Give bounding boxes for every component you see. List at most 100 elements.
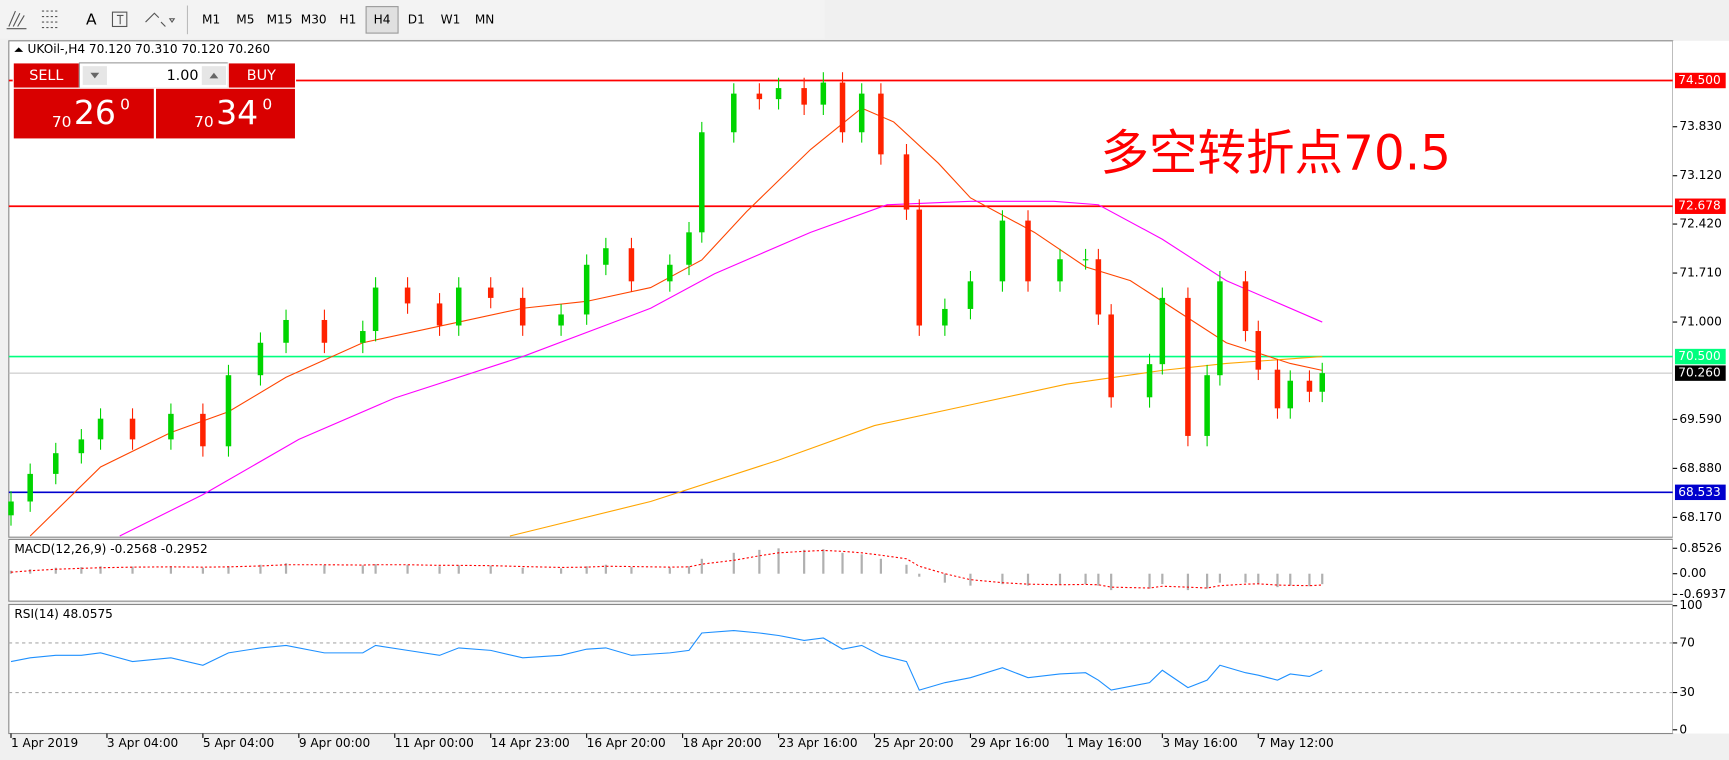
candle-body <box>603 248 609 265</box>
candle-body <box>200 413 206 447</box>
annotation: 多空转折点70.5 <box>1100 126 1451 182</box>
candle-body <box>1185 297 1191 436</box>
price-label-box <box>1674 365 1726 381</box>
candle-body <box>1082 259 1089 261</box>
price-label: 70.500 <box>1678 349 1720 363</box>
y-tick-label: 68.880 <box>1679 461 1721 475</box>
ask-box[interactable] <box>154 87 297 140</box>
timeframe-pressed <box>365 6 399 34</box>
candle-body <box>967 281 974 309</box>
y-tick-label: 0 <box>1679 722 1687 736</box>
x-tick-label: 11 Apr 00:00 <box>395 736 474 750</box>
candle-body <box>903 154 910 210</box>
price-label: 70.260 <box>1678 366 1720 380</box>
y-tick-label: 68.170 <box>1679 510 1721 524</box>
candle-body <box>1274 369 1281 409</box>
price-label-box <box>1674 348 1726 365</box>
candle-body <box>1319 373 1326 392</box>
moving-average <box>509 356 1323 537</box>
x-tick-label: 5 Apr 04:00 <box>203 736 274 750</box>
candle-body <box>1255 331 1262 370</box>
y-tick-label: 0.8526 <box>1679 541 1721 555</box>
arrows-icon[interactable] <box>145 12 176 27</box>
bid-box[interactable] <box>12 87 155 140</box>
price-label-box <box>1674 72 1726 89</box>
symbol-arrow <box>14 47 24 52</box>
candle-body <box>1306 380 1313 392</box>
candle-body <box>558 314 564 326</box>
macd-panel <box>8 538 1674 602</box>
timeframe-button[interactable]: M5 <box>236 12 254 26</box>
indicator-title: RSI(14) 48.0575 <box>14 607 113 621</box>
rsi-line <box>10 629 1323 691</box>
text-icon-t <box>116 14 124 25</box>
price-scale <box>1672 40 1729 734</box>
candle-body <box>628 248 635 282</box>
y-tick-label: 73.830 <box>1679 119 1721 133</box>
y-tick-label: 30 <box>1679 685 1694 699</box>
fibo-icon[interactable] <box>6 10 27 30</box>
candle-body <box>257 342 264 376</box>
timeframe-bar: M1 M5 M15 M30 H1 H4 D1 W1 MN <box>202 6 495 34</box>
price-label: 72.678 <box>1678 199 1720 213</box>
macd-signal <box>10 549 1323 589</box>
candle-body <box>731 93 737 133</box>
rsi-panel <box>8 603 1674 735</box>
candle-body <box>168 413 174 440</box>
candle-body <box>775 88 782 100</box>
label-tool[interactable]: A <box>86 10 97 28</box>
x-tick-label: 16 Apr 20:00 <box>587 736 666 750</box>
timeframe-button[interactable]: M30 <box>301 12 327 26</box>
candle-body <box>487 287 494 298</box>
candle-body <box>1108 314 1114 398</box>
chart-title: UKOil-,H4 70.120 70.310 70.120 70.260 <box>28 42 271 56</box>
candle-body <box>1057 259 1063 282</box>
timeframe-button[interactable]: M1 <box>202 12 220 26</box>
x-tick-label: 3 Apr 04:00 <box>107 736 178 750</box>
bid-main: 26 <box>74 93 116 132</box>
x-tick-label: 9 Apr 00:00 <box>299 736 370 750</box>
tool-icons <box>6 10 176 30</box>
y-tick-label: 71.000 <box>1679 315 1721 329</box>
price-label: 74.500 <box>1678 73 1720 87</box>
plot: 73.830 73.120 72.420 71.710 71.000 69.590 68.8… <box>8 42 1726 750</box>
indicator-title: MACD(12,26,9) -0.2568 -0.2952 <box>14 542 207 556</box>
ask-big: 70 <box>194 113 214 131</box>
candle-body <box>583 264 590 315</box>
y-tick-label: 0.00 <box>1679 566 1706 580</box>
candle-body <box>321 319 328 343</box>
x-tick-label: 3 May 16:00 <box>1162 736 1237 750</box>
y-tick-label: 69.590 <box>1679 412 1721 426</box>
buy-button[interactable] <box>227 62 297 89</box>
candle-body <box>999 220 1006 282</box>
timeframe-button[interactable]: MN <box>475 12 495 26</box>
trade-panel: SELL 1.00 BUY 70 26 0 70 34 0 <box>12 62 297 140</box>
moving-average <box>119 200 1323 537</box>
x-tick-label: 7 May 12:00 <box>1258 736 1333 750</box>
timeframe-button[interactable]: H1 <box>339 12 356 26</box>
candle-body <box>1025 220 1031 282</box>
candle-body <box>1146 364 1153 398</box>
candle-body <box>878 93 884 155</box>
timeframe-button[interactable]: D1 <box>408 12 425 26</box>
x-tick-label: 1 May 16:00 <box>1066 736 1141 750</box>
grid-icon[interactable] <box>41 10 60 29</box>
text-icon[interactable] <box>111 11 128 28</box>
x-tick-label: 18 Apr 20:00 <box>683 736 762 750</box>
candle-body <box>404 287 411 304</box>
timeframe-button[interactable]: M15 <box>267 12 293 26</box>
bid-big: 70 <box>52 113 72 131</box>
candle-body <box>699 132 705 233</box>
timeframe-button[interactable]: H4 <box>374 12 391 26</box>
candle-body <box>1159 297 1166 365</box>
toolbar <box>0 0 825 39</box>
candle-body <box>801 88 807 105</box>
ask-main: 34 <box>216 93 258 132</box>
candle-body <box>839 82 846 133</box>
candle-body <box>1095 259 1102 315</box>
x-tick-label: 1 Apr 2019 <box>11 736 78 750</box>
price-label: 68.533 <box>1678 485 1720 499</box>
timeframe-button[interactable]: W1 <box>441 12 461 26</box>
